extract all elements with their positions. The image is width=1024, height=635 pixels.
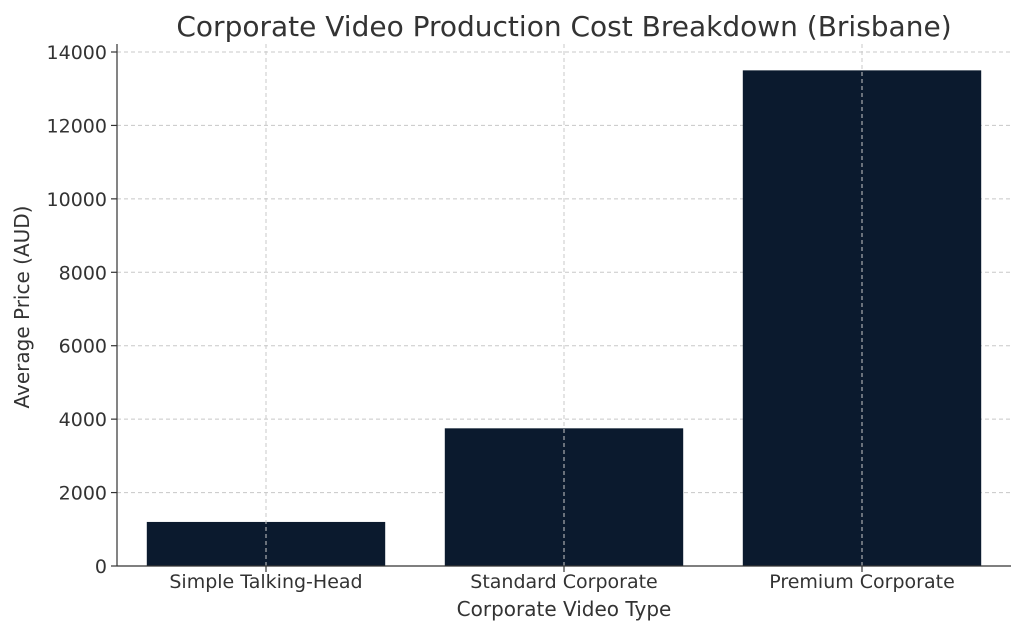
- y-tick-label: 0: [95, 556, 107, 578]
- x-tick-label: Simple Talking-Head: [169, 571, 362, 593]
- x-tick-label: Premium Corporate: [769, 571, 955, 593]
- y-ticks: 0 2000 4000 6000 8000 10000 12000 14000: [47, 42, 117, 578]
- y-tick-label: 8000: [59, 262, 107, 284]
- chart-title: Corporate Video Production Cost Breakdow…: [176, 10, 951, 43]
- x-ticks: Simple Talking-Head Standard Corporate Pre…: [169, 566, 955, 593]
- x-grid: [265, 44, 863, 566]
- y-tick-label: 10000: [47, 189, 107, 211]
- y-tick-label: 6000: [59, 336, 107, 358]
- bar-standard-corporate: [444, 428, 684, 566]
- x-axis-label: Corporate Video Type: [457, 597, 672, 621]
- y-tick-label: 14000: [47, 42, 107, 64]
- y-tick-label: 12000: [47, 115, 107, 137]
- y-tick-label: 4000: [59, 409, 107, 431]
- x-tick-label: Standard Corporate: [470, 571, 657, 593]
- y-axis-label: Average Price (AUD): [10, 206, 34, 409]
- y-tick-label: 2000: [59, 483, 107, 505]
